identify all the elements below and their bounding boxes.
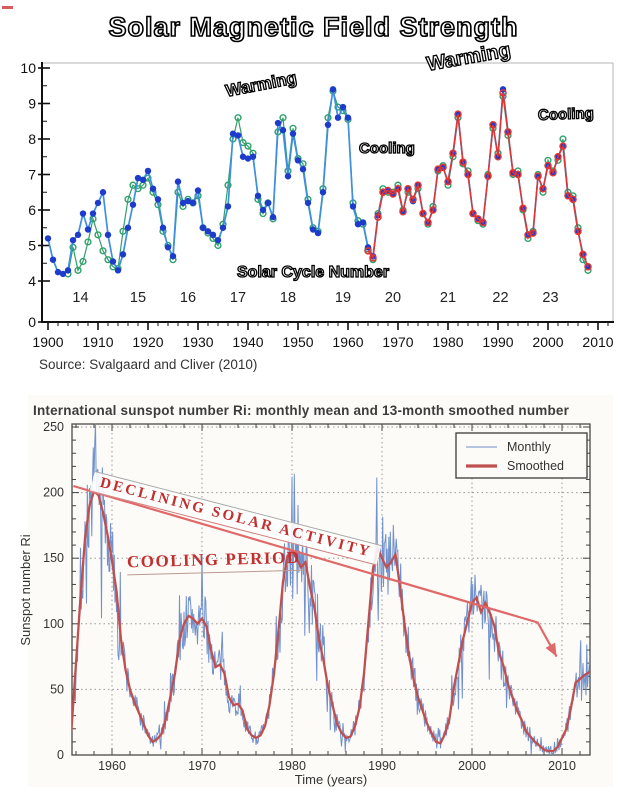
y-axis-label: Sunspot number Ri xyxy=(18,534,33,645)
bottom-chart-ticks xyxy=(72,424,590,755)
svg-text:14: 14 xyxy=(72,290,88,306)
svg-text:9: 9 xyxy=(28,96,36,112)
svg-text:15: 15 xyxy=(130,290,146,306)
svg-text:2000: 2000 xyxy=(458,759,486,773)
solar-cycle-numbers: 14 15 16 17 18 19 20 21 22 23 xyxy=(72,290,558,306)
svg-text:10: 10 xyxy=(20,60,36,76)
page-title: Solar Magnetic Field Strength xyxy=(108,11,519,43)
sunspot-chart-title: International sunspot number Ri: monthly… xyxy=(33,403,570,418)
svg-text:1910: 1910 xyxy=(82,334,113,350)
svg-text:1960: 1960 xyxy=(98,759,126,773)
svg-text:1960: 1960 xyxy=(332,334,363,350)
svg-text:6: 6 xyxy=(28,202,36,218)
source-citation: Source: Svalgaard and Cliver (2010) xyxy=(39,357,258,372)
legend-smoothed-label: Smoothed xyxy=(507,459,564,473)
svg-text:1990: 1990 xyxy=(482,334,513,350)
top-chart-series xyxy=(44,86,592,278)
svg-text:1930: 1930 xyxy=(182,334,213,350)
svg-text:1980: 1980 xyxy=(278,759,306,773)
top-chart-ticks xyxy=(38,67,609,330)
annotation-cooling-2: Cooling xyxy=(537,104,595,124)
svg-text:2000: 2000 xyxy=(532,334,563,350)
svg-text:20: 20 xyxy=(385,290,401,306)
svg-text:200: 200 xyxy=(43,486,64,500)
svg-text:2010: 2010 xyxy=(548,759,576,773)
svg-text:23: 23 xyxy=(542,290,558,306)
x-axis-label: Time (years) xyxy=(295,772,367,787)
annotation-cooling-period: COOLING PERIOD xyxy=(126,547,305,576)
svg-text:17: 17 xyxy=(230,290,246,306)
svg-text:250: 250 xyxy=(43,420,64,434)
bottom-chart-frame xyxy=(71,423,591,756)
svg-text:16: 16 xyxy=(180,290,196,306)
svg-text:1980: 1980 xyxy=(432,334,463,350)
bottom-chart-tick-labels: 0 50 100 150 200 250 1960 1970 1980 1990 2000 2010 xyxy=(43,420,576,773)
svg-text:1990: 1990 xyxy=(368,759,396,773)
legend-monthly-label: Monthly xyxy=(507,440,552,454)
svg-text:4: 4 xyxy=(28,273,36,289)
svg-text:50: 50 xyxy=(50,682,64,696)
scan-artifact-mark xyxy=(2,6,13,9)
bottom-chart-series xyxy=(72,423,590,755)
svg-text:0: 0 xyxy=(57,748,64,762)
svg-text:2010: 2010 xyxy=(582,334,613,350)
svg-text:22: 22 xyxy=(492,290,508,306)
svg-text:100: 100 xyxy=(43,617,64,631)
annotation-cooling-1: Cooling xyxy=(358,139,415,157)
svg-text:7: 7 xyxy=(28,167,36,183)
svg-text:1970: 1970 xyxy=(382,334,413,350)
declining-trend-arrow xyxy=(72,484,558,658)
svg-text:8: 8 xyxy=(28,131,36,147)
svg-text:0: 0 xyxy=(28,314,36,330)
svg-text:18: 18 xyxy=(280,290,296,306)
annotation-solar-cycle-number: Solar Cycle Number xyxy=(236,263,390,281)
svg-text:19: 19 xyxy=(335,290,351,306)
svg-text:1940: 1940 xyxy=(232,334,263,350)
top-chart-frame xyxy=(41,62,614,323)
svg-text:1920: 1920 xyxy=(132,334,163,350)
legend-box xyxy=(455,432,588,479)
legend: Monthly Smoothed xyxy=(455,432,588,479)
svg-text:5: 5 xyxy=(28,238,36,254)
svg-text:1950: 1950 xyxy=(282,334,313,350)
svg-text:21: 21 xyxy=(440,290,456,306)
svg-text:150: 150 xyxy=(43,551,64,565)
svg-text:1970: 1970 xyxy=(188,759,216,773)
svg-text:1900: 1900 xyxy=(32,334,63,350)
